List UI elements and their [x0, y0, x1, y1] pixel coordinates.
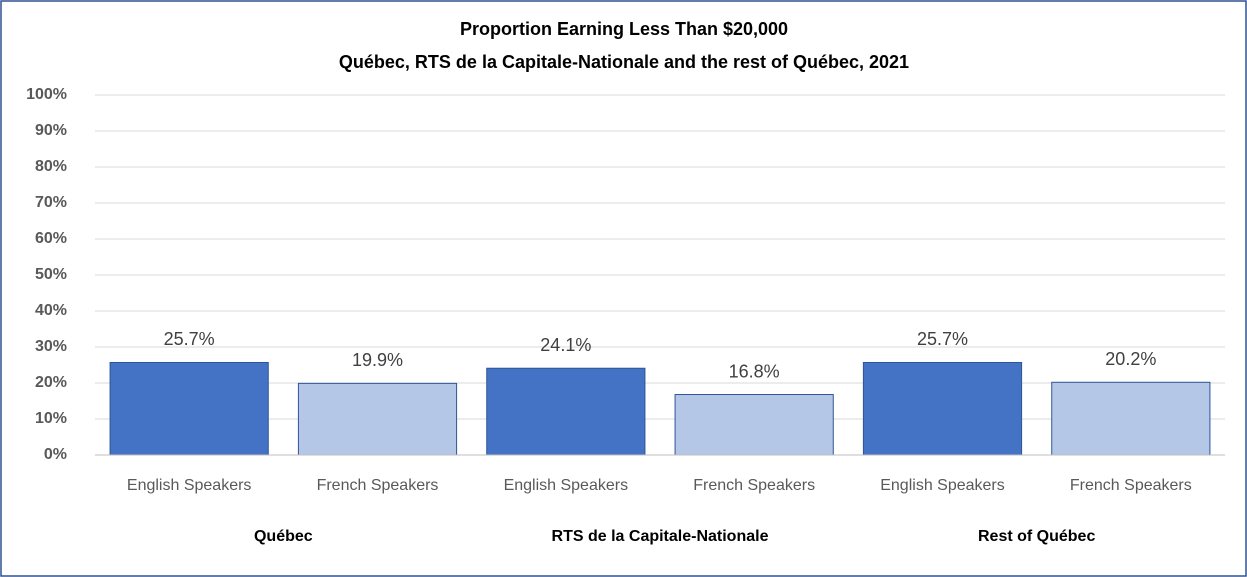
data-label: 19.9%: [352, 350, 403, 370]
group-label: Québec: [254, 528, 313, 545]
data-label: 16.8%: [729, 361, 780, 381]
y-tick-label: 60%: [35, 230, 67, 247]
data-label: 20.2%: [1105, 349, 1156, 369]
x-tick-label: English Speakers: [504, 477, 629, 494]
y-tick-label: 50%: [35, 266, 67, 283]
chart-subtitle: Québec, RTS de la Capitale-Nationale and…: [339, 52, 909, 72]
y-tick-label: 20%: [35, 374, 67, 391]
y-tick-label: 70%: [35, 194, 67, 211]
bar: [1051, 381, 1211, 456]
y-tick-label: 90%: [35, 122, 67, 139]
bar: [297, 382, 458, 456]
x-tick-label: English Speakers: [127, 477, 252, 494]
bar: [486, 367, 646, 456]
data-label: 25.7%: [917, 329, 968, 349]
x-tick-label: French Speakers: [317, 477, 439, 494]
chart-title: Proportion Earning Less Than $20,000: [460, 19, 788, 39]
bar: [109, 361, 269, 456]
x-tick-label: English Speakers: [880, 477, 1005, 494]
group-label: RTS de la Capitale-Nationale: [552, 528, 769, 545]
group-label: Rest of Québec: [978, 528, 1095, 545]
y-tick-label: 80%: [35, 158, 67, 175]
y-tick-label: 40%: [35, 302, 67, 319]
y-tick-label: 100%: [26, 86, 67, 103]
y-tick-label: 30%: [35, 338, 67, 355]
x-tick-label: French Speakers: [693, 477, 815, 494]
bar: [862, 361, 1023, 456]
y-tick-label: 0%: [44, 446, 67, 463]
data-label: 25.7%: [164, 329, 215, 349]
x-tick-label: French Speakers: [1070, 477, 1192, 494]
data-label: 24.1%: [540, 335, 591, 355]
y-tick-label: 10%: [35, 410, 67, 427]
bar: [674, 394, 834, 456]
